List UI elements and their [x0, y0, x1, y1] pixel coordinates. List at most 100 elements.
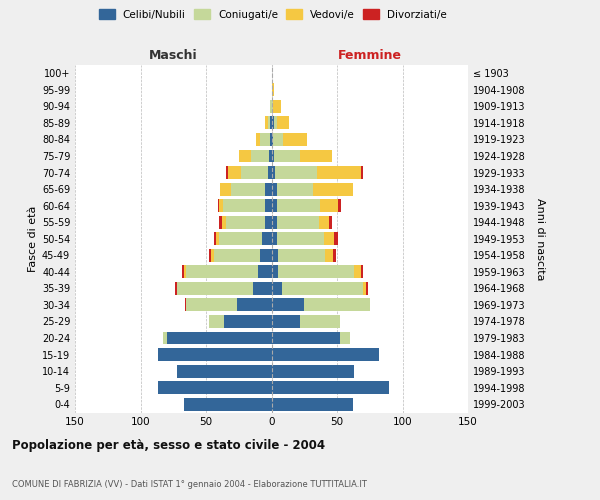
Bar	[317, 166, 361, 179]
Bar	[265, 216, 271, 228]
Bar	[260, 249, 271, 262]
Bar	[209, 315, 224, 328]
Bar	[185, 298, 187, 312]
Y-axis label: Anni di nascita: Anni di nascita	[535, 198, 545, 280]
Bar	[282, 282, 363, 295]
Bar	[277, 116, 289, 130]
Bar	[211, 249, 214, 262]
Bar	[271, 298, 304, 312]
Bar	[224, 315, 271, 328]
Bar	[253, 282, 271, 295]
Bar	[363, 282, 366, 295]
Bar	[271, 381, 389, 394]
Bar	[338, 199, 341, 212]
Bar	[163, 332, 167, 344]
Bar	[214, 249, 260, 262]
Bar	[277, 216, 319, 228]
Bar	[187, 266, 259, 278]
Bar	[325, 249, 333, 262]
Bar	[268, 166, 271, 179]
Bar	[268, 116, 270, 130]
Bar	[187, 298, 238, 312]
Bar	[304, 298, 370, 312]
Bar	[319, 216, 329, 228]
Bar	[184, 266, 187, 278]
Bar	[265, 199, 271, 212]
Bar	[361, 266, 363, 278]
Bar	[226, 166, 228, 179]
Bar	[271, 84, 274, 96]
Bar	[158, 348, 271, 361]
Bar	[274, 116, 277, 130]
Bar	[177, 364, 271, 378]
Bar	[361, 166, 363, 179]
Bar	[271, 266, 278, 278]
Bar	[184, 398, 271, 410]
Bar	[217, 232, 219, 245]
Bar	[273, 133, 283, 146]
Bar	[265, 116, 268, 130]
Text: Popolazione per età, sesso e stato civile - 2004: Popolazione per età, sesso e stato civil…	[12, 440, 325, 452]
Bar	[271, 166, 275, 179]
Bar	[167, 332, 271, 344]
Bar	[274, 150, 301, 162]
Bar	[271, 133, 273, 146]
Bar	[226, 216, 265, 228]
Bar	[241, 166, 268, 179]
Y-axis label: Fasce di età: Fasce di età	[28, 206, 38, 272]
Bar	[270, 133, 271, 146]
Bar	[271, 364, 354, 378]
Bar	[260, 133, 270, 146]
Bar	[239, 150, 251, 162]
Bar	[301, 315, 340, 328]
Bar	[270, 100, 271, 113]
Bar	[301, 150, 332, 162]
Bar	[278, 266, 354, 278]
Bar	[271, 100, 273, 113]
Bar	[271, 282, 282, 295]
Bar	[265, 182, 271, 196]
Bar	[219, 199, 223, 212]
Bar	[270, 116, 271, 130]
Bar	[269, 150, 271, 162]
Bar	[220, 182, 231, 196]
Bar	[340, 332, 350, 344]
Bar	[259, 266, 271, 278]
Bar	[277, 182, 313, 196]
Bar	[277, 199, 320, 212]
Bar	[273, 100, 281, 113]
Bar	[329, 216, 332, 228]
Bar	[271, 150, 274, 162]
Bar	[271, 249, 278, 262]
Bar	[366, 282, 368, 295]
Bar	[271, 232, 277, 245]
Bar	[324, 232, 334, 245]
Bar	[275, 166, 317, 179]
Bar	[222, 216, 226, 228]
Bar	[271, 199, 277, 212]
Bar	[271, 216, 277, 228]
Bar	[219, 232, 262, 245]
Bar	[256, 133, 260, 146]
Bar	[251, 150, 269, 162]
Bar	[271, 332, 340, 344]
Text: Maschi: Maschi	[149, 48, 197, 62]
Bar	[271, 182, 277, 196]
Bar	[209, 249, 211, 262]
Bar	[271, 116, 274, 130]
Text: Femmine: Femmine	[338, 48, 402, 62]
Bar	[177, 282, 253, 295]
Bar	[334, 232, 338, 245]
Bar	[182, 266, 184, 278]
Bar	[218, 199, 219, 212]
Bar	[271, 348, 379, 361]
Bar	[214, 232, 217, 245]
Bar	[223, 199, 265, 212]
Bar	[283, 133, 307, 146]
Bar	[158, 381, 271, 394]
Bar	[219, 216, 222, 228]
Bar	[238, 298, 271, 312]
Bar	[175, 282, 177, 295]
Legend: Celibi/Nubili, Coniugati/e, Vedovi/e, Divorziati/e: Celibi/Nubili, Coniugati/e, Vedovi/e, Di…	[95, 5, 451, 24]
Bar	[278, 249, 325, 262]
